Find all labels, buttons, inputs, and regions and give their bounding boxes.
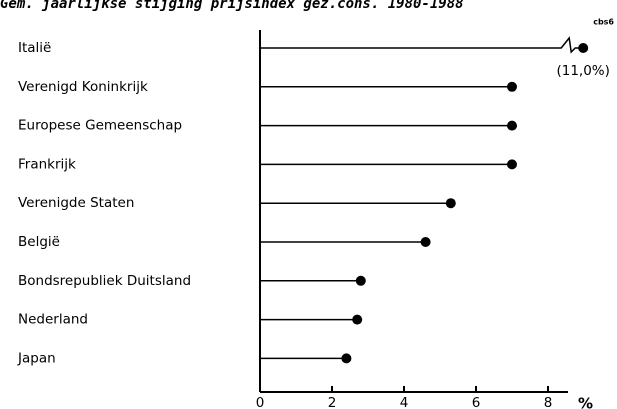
x-axis-label: % bbox=[578, 395, 593, 409]
stem bbox=[260, 36, 584, 54]
chart-title: Gem. jaarlijkse stijging prijsindex gez.… bbox=[0, 0, 464, 12]
dot bbox=[507, 120, 517, 131]
category-label: België bbox=[18, 234, 60, 250]
category-label: Italië bbox=[18, 40, 51, 56]
category-label: Nederland bbox=[18, 312, 88, 328]
x-tick-label: 8 bbox=[544, 395, 553, 409]
x-tick-label: 6 bbox=[472, 395, 481, 409]
x-tick-label: 4 bbox=[400, 395, 409, 409]
category-label: Verenigde Staten bbox=[18, 195, 134, 211]
x-tick-label: 2 bbox=[328, 395, 337, 409]
category-label: Bondsrepubliek Duitsland bbox=[18, 273, 191, 289]
category-label: Frankrijk bbox=[18, 156, 76, 172]
dot bbox=[420, 237, 431, 247]
category-label: Europese Gemeenschap bbox=[18, 118, 182, 134]
category-label: Japan bbox=[17, 350, 56, 366]
dot bbox=[355, 275, 366, 286]
dot bbox=[507, 81, 517, 92]
source: cbs6 bbox=[593, 18, 614, 27]
dot bbox=[341, 353, 352, 364]
dot bbox=[507, 159, 517, 170]
value-label: (11,0%) bbox=[556, 63, 609, 79]
x-tick-label: 0 bbox=[256, 395, 265, 409]
dot bbox=[445, 198, 456, 209]
dot bbox=[578, 43, 589, 53]
dot bbox=[352, 314, 363, 325]
category-label: Verenigd Koninkrijk bbox=[18, 79, 148, 95]
